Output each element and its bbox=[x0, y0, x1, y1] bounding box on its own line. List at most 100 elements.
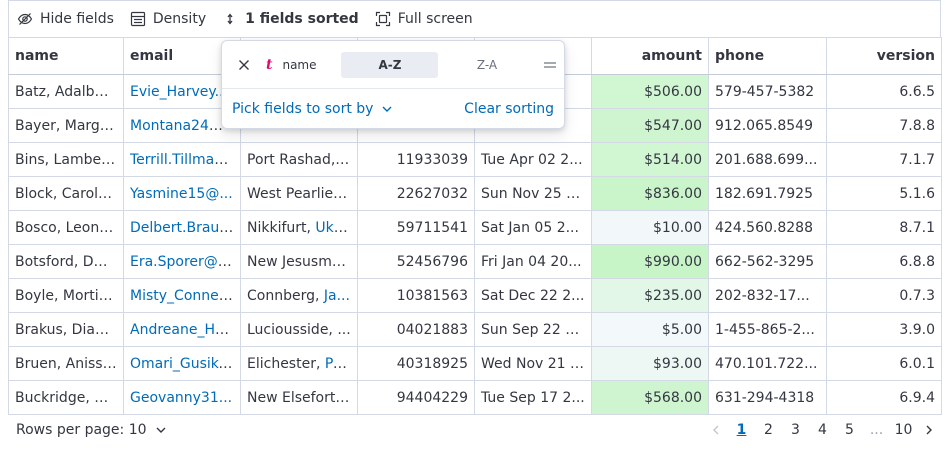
cell-date[interactable]: Sun Nov 25 2... bbox=[474, 176, 592, 211]
cell-email[interactable]: Andreane_He... bbox=[123, 312, 241, 347]
cell-phone[interactable]: 579-457-5382 bbox=[708, 74, 827, 109]
cell-phone[interactable]: 912.065.8549 bbox=[708, 108, 827, 143]
cell-city[interactable]: Luciousside, ... bbox=[240, 312, 358, 347]
cell-date[interactable]: Sat Jan 05 2... bbox=[474, 210, 592, 245]
column-header-name[interactable]: name bbox=[8, 37, 124, 75]
rows-per-page-button[interactable]: Rows per page: 10 bbox=[8, 422, 167, 438]
cell-amount[interactable]: $235.00 bbox=[591, 278, 709, 313]
cell-amount[interactable]: $506.00 bbox=[591, 74, 709, 109]
cell-email[interactable]: Geovanny31... bbox=[123, 380, 241, 415]
cell-name[interactable]: Block, Carola... bbox=[8, 176, 124, 211]
cell-city[interactable]: Port Rashad, ... bbox=[240, 142, 358, 177]
cell-account[interactable]: 10381563 bbox=[357, 278, 475, 313]
cell-version[interactable]: 0.7.3 bbox=[826, 278, 942, 313]
cell-city[interactable]: Connberg, Ja... bbox=[240, 278, 358, 313]
drag-handle[interactable] bbox=[543, 60, 557, 70]
email-link[interactable]: Andreane_He... bbox=[130, 321, 237, 338]
cell-city[interactable]: New Elsefort, ... bbox=[240, 380, 358, 415]
cell-phone[interactable]: 202-832-17... bbox=[708, 278, 827, 313]
cell-account[interactable]: 94404229 bbox=[357, 380, 475, 415]
cell-name[interactable]: Batz, Adalber... bbox=[8, 74, 124, 109]
cell-name[interactable]: Bayer, Margar... bbox=[8, 108, 124, 143]
cell-phone[interactable]: 662-562-3295 bbox=[708, 244, 827, 279]
cell-city[interactable]: West Pearlie, ... bbox=[240, 176, 358, 211]
page-button[interactable]: 4 bbox=[818, 422, 827, 438]
cell-city[interactable]: Elichester, Pol... bbox=[240, 346, 358, 381]
cell-phone[interactable]: 1-455-865-2... bbox=[708, 312, 827, 347]
country-link[interactable]: Ja... bbox=[323, 287, 350, 304]
page-button[interactable]: 1 bbox=[736, 422, 747, 438]
cell-amount[interactable]: $10.00 bbox=[591, 210, 709, 245]
cell-email[interactable]: Omari_Gusiko... bbox=[123, 346, 241, 381]
cell-name[interactable]: Boyle, Mortim... bbox=[8, 278, 124, 313]
previous-page-button[interactable] bbox=[704, 424, 728, 436]
hide-fields-button[interactable]: Hide fields bbox=[9, 1, 122, 38]
cell-name[interactable]: Bins, Lambert... bbox=[8, 142, 124, 177]
cell-email[interactable]: Delbert.Braun... bbox=[123, 210, 241, 245]
column-header-phone[interactable]: phone bbox=[708, 37, 827, 75]
page-button[interactable]: 3 bbox=[791, 422, 800, 438]
next-page-button[interactable] bbox=[917, 424, 941, 436]
cell-name[interactable]: Buckridge, Ed... bbox=[8, 380, 124, 415]
sort-desc-button[interactable]: Z-A bbox=[476, 57, 498, 72]
cell-version[interactable]: 6.0.1 bbox=[826, 346, 942, 381]
cell-version[interactable]: 8.7.1 bbox=[826, 210, 942, 245]
cell-phone[interactable]: 182.691.7925 bbox=[708, 176, 827, 211]
clear-sorting-button[interactable]: Clear sorting bbox=[464, 101, 554, 117]
cell-city[interactable]: Nikkifurt, Ukr... bbox=[240, 210, 358, 245]
cell-version[interactable]: 7.1.7 bbox=[826, 142, 942, 177]
country-link[interactable]: Pol... bbox=[324, 355, 358, 372]
email-link[interactable]: Geovanny31... bbox=[130, 389, 233, 406]
email-link[interactable]: Era.Sporer@h... bbox=[130, 253, 241, 270]
cell-account[interactable]: 04021883 bbox=[357, 312, 475, 347]
cell-version[interactable]: 5.1.6 bbox=[826, 176, 942, 211]
page-button[interactable]: 5 bbox=[845, 422, 854, 438]
cell-email[interactable]: Yasmine15@... bbox=[123, 176, 241, 211]
cell-amount[interactable]: $836.00 bbox=[591, 176, 709, 211]
cell-account[interactable]: 52456796 bbox=[357, 244, 475, 279]
cell-email[interactable]: Misty_Connell... bbox=[123, 278, 241, 313]
cell-account[interactable]: 22627032 bbox=[357, 176, 475, 211]
column-header-amount[interactable]: amount bbox=[591, 37, 709, 75]
cell-phone[interactable]: 201.688.699... bbox=[708, 142, 827, 177]
cell-date[interactable]: Sat Dec 22 2... bbox=[474, 278, 592, 313]
density-button[interactable]: Density bbox=[122, 1, 214, 38]
cell-amount[interactable]: $514.00 bbox=[591, 142, 709, 177]
page-button[interactable]: 2 bbox=[764, 422, 773, 438]
cell-account[interactable]: 59711541 bbox=[357, 210, 475, 245]
cell-date[interactable]: Tue Apr 02 2... bbox=[474, 142, 592, 177]
cell-amount[interactable]: $990.00 bbox=[591, 244, 709, 279]
email-link[interactable]: Terrill.Tillman... bbox=[130, 151, 237, 168]
email-link[interactable]: Delbert.Braun... bbox=[130, 219, 241, 236]
cell-name[interactable]: Bruen, Anissa... bbox=[8, 346, 124, 381]
cell-account[interactable]: 40318925 bbox=[357, 346, 475, 381]
cell-amount[interactable]: $568.00 bbox=[591, 380, 709, 415]
cell-name[interactable]: Botsford, Dwi... bbox=[8, 244, 124, 279]
cell-amount[interactable]: $93.00 bbox=[591, 346, 709, 381]
email-link[interactable]: Omari_Gusiko... bbox=[130, 355, 241, 372]
cell-date[interactable]: Sun Sep 22 2... bbox=[474, 312, 592, 347]
cell-version[interactable]: 6.8.8 bbox=[826, 244, 942, 279]
cell-email[interactable]: Terrill.Tillman... bbox=[123, 142, 241, 177]
cell-date[interactable]: Wed Nov 21 2... bbox=[474, 346, 592, 381]
column-header-version[interactable]: version bbox=[826, 37, 942, 75]
full-screen-button[interactable]: Full screen bbox=[367, 1, 481, 38]
cell-account[interactable]: 11933039 bbox=[357, 142, 475, 177]
cell-version[interactable]: 7.8.8 bbox=[826, 108, 942, 143]
sort-fields-button[interactable]: 1 fields sorted bbox=[214, 1, 367, 38]
pick-fields-button[interactable]: Pick fields to sort by bbox=[232, 101, 393, 117]
email-link[interactable]: Evie_Harvey... bbox=[130, 83, 229, 100]
cell-version[interactable]: 6.6.5 bbox=[826, 74, 942, 109]
cell-amount[interactable]: $5.00 bbox=[591, 312, 709, 347]
cell-email[interactable]: Era.Sporer@h... bbox=[123, 244, 241, 279]
email-link[interactable]: Misty_Connell... bbox=[130, 287, 240, 304]
cell-phone[interactable]: 631-294-4318 bbox=[708, 380, 827, 415]
cell-city[interactable]: New Jesusmo... bbox=[240, 244, 358, 279]
cell-date[interactable]: Fri Jan 04 20... bbox=[474, 244, 592, 279]
country-link[interactable]: Ukr... bbox=[315, 219, 352, 236]
sort-asc-button[interactable]: A-Z bbox=[341, 51, 439, 78]
page-button[interactable]: 10 bbox=[894, 422, 913, 438]
cell-phone[interactable]: 470.101.722... bbox=[708, 346, 827, 381]
cell-name[interactable]: Brakus, Diana... bbox=[8, 312, 124, 347]
cell-version[interactable]: 6.9.4 bbox=[826, 380, 942, 415]
